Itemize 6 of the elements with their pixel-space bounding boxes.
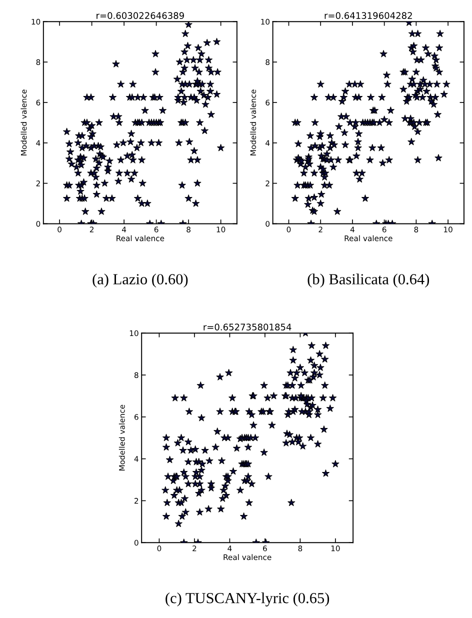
text: (b) Basilicata (0.64) bbox=[308, 274, 430, 288]
chart-title: r=0.603022646389 bbox=[96, 12, 184, 19]
chart-title: r=0.641319604282 bbox=[324, 12, 412, 19]
chart-title: r=0.652735801854 bbox=[204, 324, 292, 330]
text: (c) TUSCANY-lyric (0.65) bbox=[166, 592, 330, 606]
text: (a) Lazio (0.60) bbox=[92, 274, 188, 288]
